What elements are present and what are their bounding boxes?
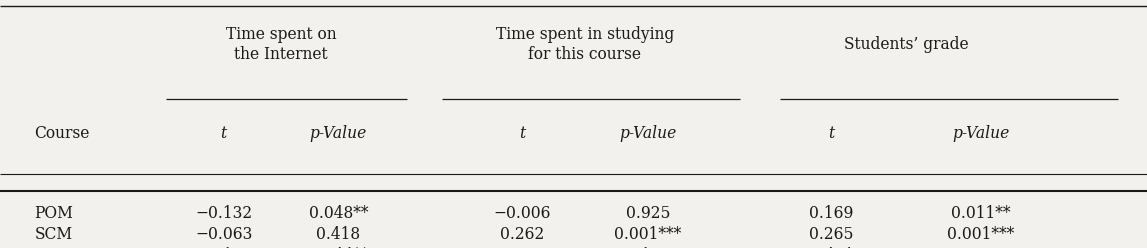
Text: 0.180: 0.180	[626, 247, 670, 248]
Text: 0.169: 0.169	[810, 205, 853, 222]
Text: 0.044**: 0.044**	[309, 247, 368, 248]
Text: Students’ grade: Students’ grade	[844, 36, 968, 53]
Text: IIE: IIE	[34, 247, 57, 248]
Text: 0.292: 0.292	[959, 247, 1002, 248]
Text: t: t	[518, 125, 525, 142]
Text: POM: POM	[34, 205, 73, 222]
Text: 0.048**: 0.048**	[309, 205, 368, 222]
Text: 0.001***: 0.001***	[947, 226, 1014, 243]
Text: −0.267: −0.267	[493, 247, 551, 248]
Text: p-Value: p-Value	[619, 125, 677, 142]
Text: −0.063: −0.063	[195, 226, 252, 243]
Text: −0.132: −0.132	[195, 205, 252, 222]
Text: 0.262: 0.262	[500, 226, 544, 243]
Text: SCM: SCM	[34, 226, 72, 243]
Text: 0.925: 0.925	[626, 205, 670, 222]
Text: −0.006: −0.006	[493, 205, 551, 222]
Text: 0.431: 0.431	[810, 247, 853, 248]
Text: 0.011**: 0.011**	[951, 205, 1011, 222]
Text: Time spent on
the Internet: Time spent on the Internet	[226, 26, 336, 63]
Text: 0.001***: 0.001***	[615, 226, 681, 243]
Text: t: t	[828, 125, 835, 142]
Text: p-Value: p-Value	[952, 125, 1009, 142]
Text: Course: Course	[34, 125, 89, 142]
Text: Time spent in studying
for this course: Time spent in studying for this course	[496, 26, 674, 63]
Text: 0.265: 0.265	[810, 226, 853, 243]
Text: −0.125: −0.125	[195, 247, 252, 248]
Text: 0.418: 0.418	[317, 226, 360, 243]
Text: t: t	[220, 125, 227, 142]
Text: p-Value: p-Value	[310, 125, 367, 142]
